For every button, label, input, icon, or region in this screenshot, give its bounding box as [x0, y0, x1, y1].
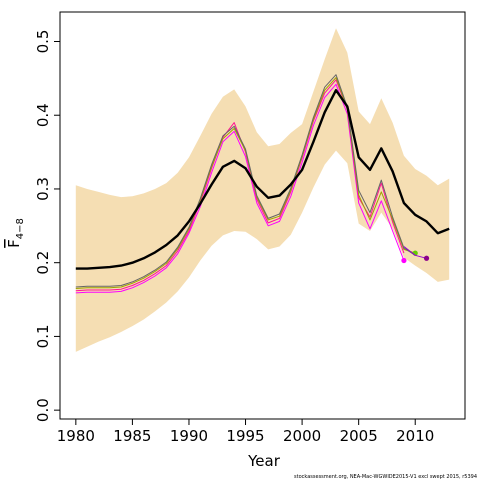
series-endpoint-6: [423, 255, 430, 261]
y-tick-label: 0.5: [34, 30, 52, 54]
x-tick-label: 1980: [57, 427, 95, 445]
y-tick-label: 0.3: [34, 177, 52, 201]
y-tick-label: 0.4: [34, 103, 52, 127]
y-tick-label: 0.2: [34, 251, 52, 275]
x-tick-label: 2010: [396, 427, 434, 445]
y-axis-title: F4−8: [5, 218, 26, 248]
series-line-5: [75, 74, 416, 288]
plot-area: [75, 28, 450, 352]
y-tick-label: 0.0: [34, 398, 52, 422]
y-axis-title-main: F: [5, 239, 23, 248]
x-tick-label: 1990: [170, 427, 208, 445]
series-endpoint-2: [401, 257, 407, 264]
y-axis: 0.0 0.1 0.2 0.3 0.4 0.5: [34, 30, 60, 422]
x-axis: 1980 1985 1990 1995 2000 2005 2010: [57, 418, 434, 445]
y-tick-label: 0.1: [34, 324, 52, 348]
series-line-6: [403, 246, 427, 259]
svg-text:F4−8: F4−8: [5, 218, 26, 248]
x-tick-label: 1995: [226, 427, 264, 445]
x-tick-label: 1985: [113, 427, 151, 445]
series-line-2: [75, 83, 405, 294]
y-axis-title-subscript: 4−8: [15, 218, 26, 239]
confidence-band: [75, 28, 450, 352]
series-line-1: [75, 88, 450, 270]
x-axis-title: Year: [247, 452, 281, 470]
x-tick-label: 2005: [340, 427, 378, 445]
x-tick-label: 2000: [283, 427, 321, 445]
footer-note: stockassessment.org, NEA-Mac-WGWIDE2015-…: [294, 474, 477, 480]
